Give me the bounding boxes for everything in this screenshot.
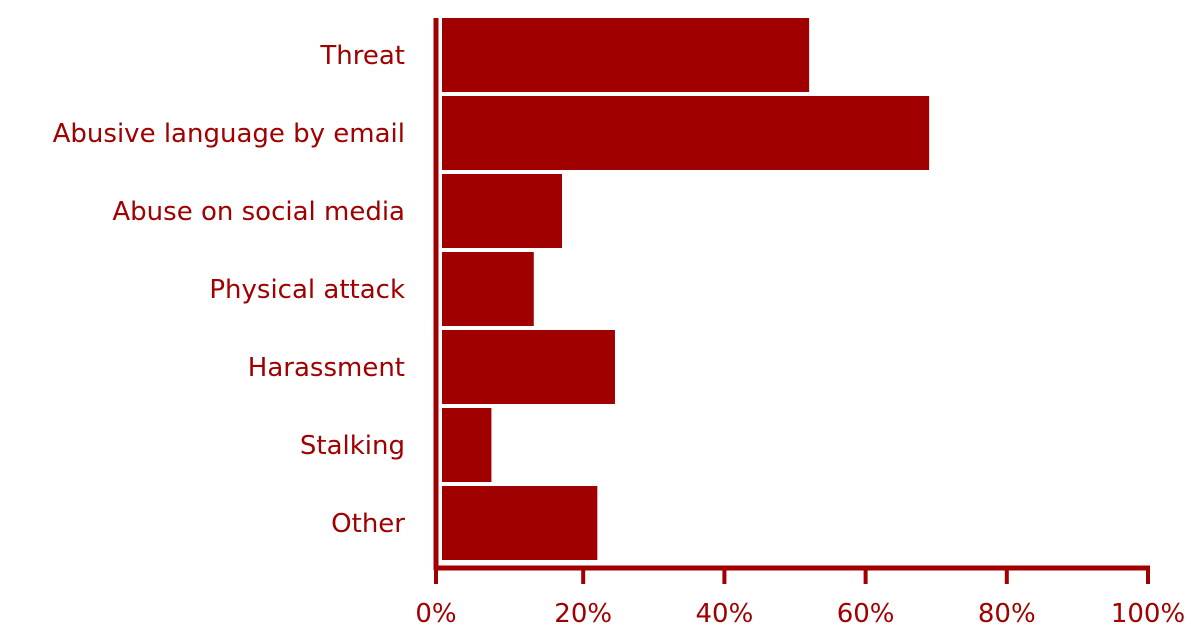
x-tick-label-3: 60% xyxy=(837,599,895,628)
category-label-2: Abuse on social media xyxy=(112,197,405,227)
category-label-5: Stalking xyxy=(300,431,405,461)
x-tick-label-5: 100% xyxy=(1111,599,1185,628)
bar-5 xyxy=(442,408,492,482)
category-label-4: Harassment xyxy=(248,353,405,383)
x-tick-label-0: 0% xyxy=(415,599,456,628)
x-axis-ticks: 0% 20% 40% 60% 80% 100% xyxy=(415,568,1185,628)
category-label-1: Abusive language by email xyxy=(53,119,405,149)
bar-0 xyxy=(442,18,810,92)
bar-1 xyxy=(442,96,930,170)
category-label-0: Threat xyxy=(319,41,405,71)
category-label-3: Physical attack xyxy=(209,275,405,305)
bars-group xyxy=(442,18,930,560)
x-tick-label-4: 80% xyxy=(978,599,1036,628)
x-tick-label-2: 40% xyxy=(696,599,754,628)
bar-4 xyxy=(442,330,615,404)
bar-3 xyxy=(442,252,534,326)
bar-2 xyxy=(442,174,563,248)
category-labels: Threat Abusive language by email Abuse on … xyxy=(53,41,406,539)
category-label-6: Other xyxy=(331,509,405,539)
bar-6 xyxy=(442,486,598,560)
x-tick-label-1: 20% xyxy=(554,599,612,628)
